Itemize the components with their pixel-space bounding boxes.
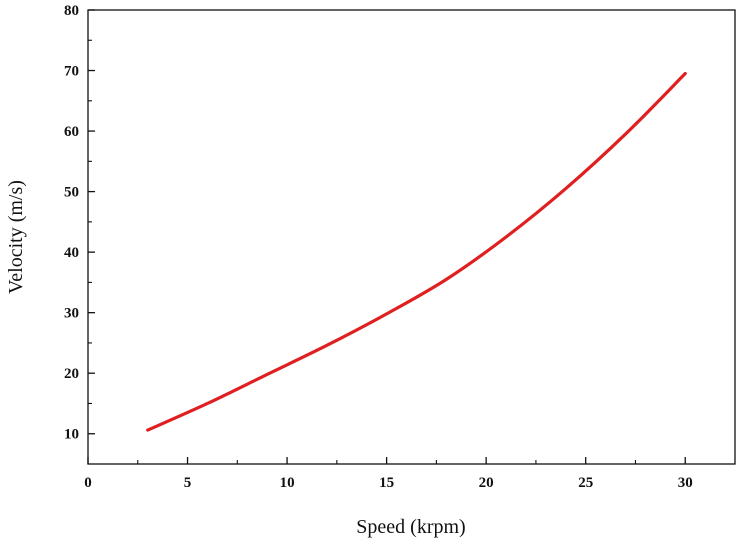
x-tick-label: 20 [479,475,494,491]
y-axis-ticks: 10 20 30 40 50 60 70 80 [64,3,95,443]
data-point [385,312,388,315]
x-tick-label: 25 [578,475,593,491]
data-point [445,278,448,281]
y-tick-label: 70 [64,64,79,80]
y-tick-label: 80 [64,3,79,19]
data-point [504,235,507,238]
x-tick-label: 5 [184,475,192,491]
x-tick-label: 10 [280,475,295,491]
velocity-series-line [146,71,687,432]
y-tick-label: 10 [64,427,79,443]
x-tick-label: 0 [84,475,92,491]
x-tick-label: 15 [379,475,394,491]
data-point [564,187,567,190]
plot-frame [87,9,736,465]
data-point [266,373,269,376]
data-point [325,344,328,347]
x-tick-label: 30 [678,475,693,491]
y-tick-label: 40 [64,245,79,261]
y-tick-label: 60 [64,124,79,140]
y-tick-label: 20 [64,366,79,382]
velocity-data-points [146,72,687,432]
y-axis-title: Velocity (m/s) [5,180,27,294]
data-point [146,429,149,432]
y-tick-label: 30 [64,306,79,322]
data-point [624,132,627,135]
x-axis-title: Speed (krpm) [356,516,465,538]
data-point [206,402,209,405]
y-tick-label: 50 [64,185,79,201]
data-point [684,72,687,75]
x-axis-ticks: 0 5 10 15 20 25 30 [84,457,693,491]
